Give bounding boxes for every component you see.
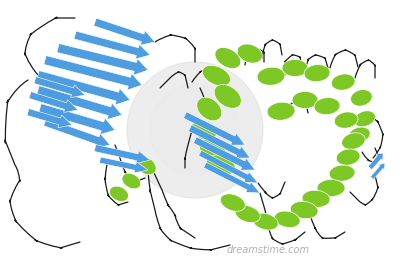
Polygon shape bbox=[329, 165, 355, 181]
Polygon shape bbox=[253, 213, 278, 230]
Polygon shape bbox=[94, 18, 155, 45]
Polygon shape bbox=[204, 162, 260, 193]
Polygon shape bbox=[29, 92, 78, 112]
Polygon shape bbox=[37, 71, 130, 105]
Polygon shape bbox=[202, 65, 230, 86]
Polygon shape bbox=[292, 91, 318, 108]
Polygon shape bbox=[199, 150, 258, 183]
Polygon shape bbox=[314, 98, 340, 115]
Polygon shape bbox=[110, 186, 128, 201]
Polygon shape bbox=[197, 97, 222, 121]
Polygon shape bbox=[184, 112, 245, 145]
Polygon shape bbox=[44, 56, 142, 90]
Polygon shape bbox=[215, 47, 241, 68]
Circle shape bbox=[150, 85, 240, 175]
Polygon shape bbox=[237, 44, 262, 63]
Polygon shape bbox=[274, 211, 300, 228]
Circle shape bbox=[127, 62, 263, 198]
Polygon shape bbox=[235, 205, 260, 223]
Polygon shape bbox=[44, 118, 110, 148]
Polygon shape bbox=[317, 179, 345, 196]
Polygon shape bbox=[188, 125, 250, 158]
Polygon shape bbox=[331, 74, 355, 90]
Polygon shape bbox=[136, 157, 156, 175]
Polygon shape bbox=[350, 90, 372, 106]
Polygon shape bbox=[57, 44, 148, 75]
Polygon shape bbox=[122, 173, 141, 189]
Polygon shape bbox=[220, 194, 245, 211]
Polygon shape bbox=[282, 60, 308, 77]
Polygon shape bbox=[304, 65, 330, 82]
Polygon shape bbox=[342, 133, 365, 149]
Polygon shape bbox=[290, 201, 318, 219]
Polygon shape bbox=[192, 120, 216, 141]
Polygon shape bbox=[302, 190, 330, 207]
Polygon shape bbox=[368, 153, 383, 170]
Polygon shape bbox=[74, 31, 150, 59]
Polygon shape bbox=[348, 127, 370, 143]
Polygon shape bbox=[336, 149, 360, 165]
Polygon shape bbox=[267, 102, 295, 120]
Polygon shape bbox=[206, 155, 235, 175]
Polygon shape bbox=[354, 111, 375, 127]
Polygon shape bbox=[194, 137, 255, 170]
Text: dreamstime.com: dreamstime.com bbox=[226, 245, 310, 255]
Polygon shape bbox=[39, 104, 115, 135]
Polygon shape bbox=[334, 112, 358, 128]
Polygon shape bbox=[199, 139, 226, 159]
Polygon shape bbox=[99, 157, 148, 173]
Polygon shape bbox=[214, 85, 241, 108]
Polygon shape bbox=[370, 163, 385, 179]
Polygon shape bbox=[27, 109, 72, 128]
Polygon shape bbox=[37, 86, 122, 120]
Polygon shape bbox=[94, 145, 150, 164]
Polygon shape bbox=[34, 77, 85, 98]
Polygon shape bbox=[257, 67, 285, 85]
